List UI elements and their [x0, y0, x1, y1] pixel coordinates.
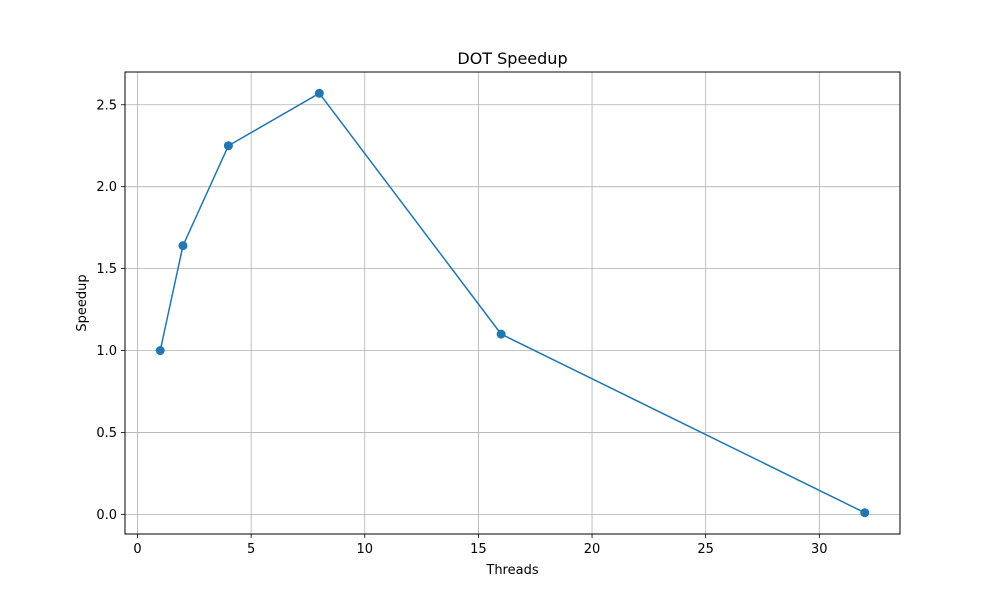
x-tick-label: 0 [133, 542, 141, 557]
x-tick-label: 15 [470, 542, 487, 557]
data-point [496, 329, 506, 339]
series-layer [155, 88, 870, 518]
data-point [223, 141, 233, 151]
x-tick-label: 25 [697, 542, 714, 557]
y-tick-label: 1.0 [96, 344, 117, 359]
data-point [178, 241, 188, 251]
series-line [159, 92, 866, 514]
ticks: 0 5 10 15 20 25 30 0.0 0.5 1.0 1.5 2.0 2.5 [96, 98, 827, 557]
data-point [155, 346, 165, 356]
grid [125, 72, 900, 534]
y-tick-label: 0.5 [96, 426, 117, 441]
x-axis-label: Threads [485, 563, 538, 578]
y-tick-label: 0.0 [96, 508, 117, 523]
y-axis-label: Speedup [75, 274, 90, 331]
y-tick-label: 1.5 [96, 262, 117, 277]
data-point [314, 88, 324, 98]
x-tick-label: 5 [247, 542, 255, 557]
plot-frame [124, 71, 901, 535]
x-tick-label: 20 [584, 542, 601, 557]
x-tick-label: 30 [811, 542, 828, 557]
data-point [860, 508, 870, 518]
chart-title: DOT Speedup [457, 49, 567, 68]
y-tick-label: 2.5 [96, 98, 117, 113]
y-tick-label: 2.0 [96, 180, 117, 195]
x-tick-label: 10 [356, 542, 373, 557]
